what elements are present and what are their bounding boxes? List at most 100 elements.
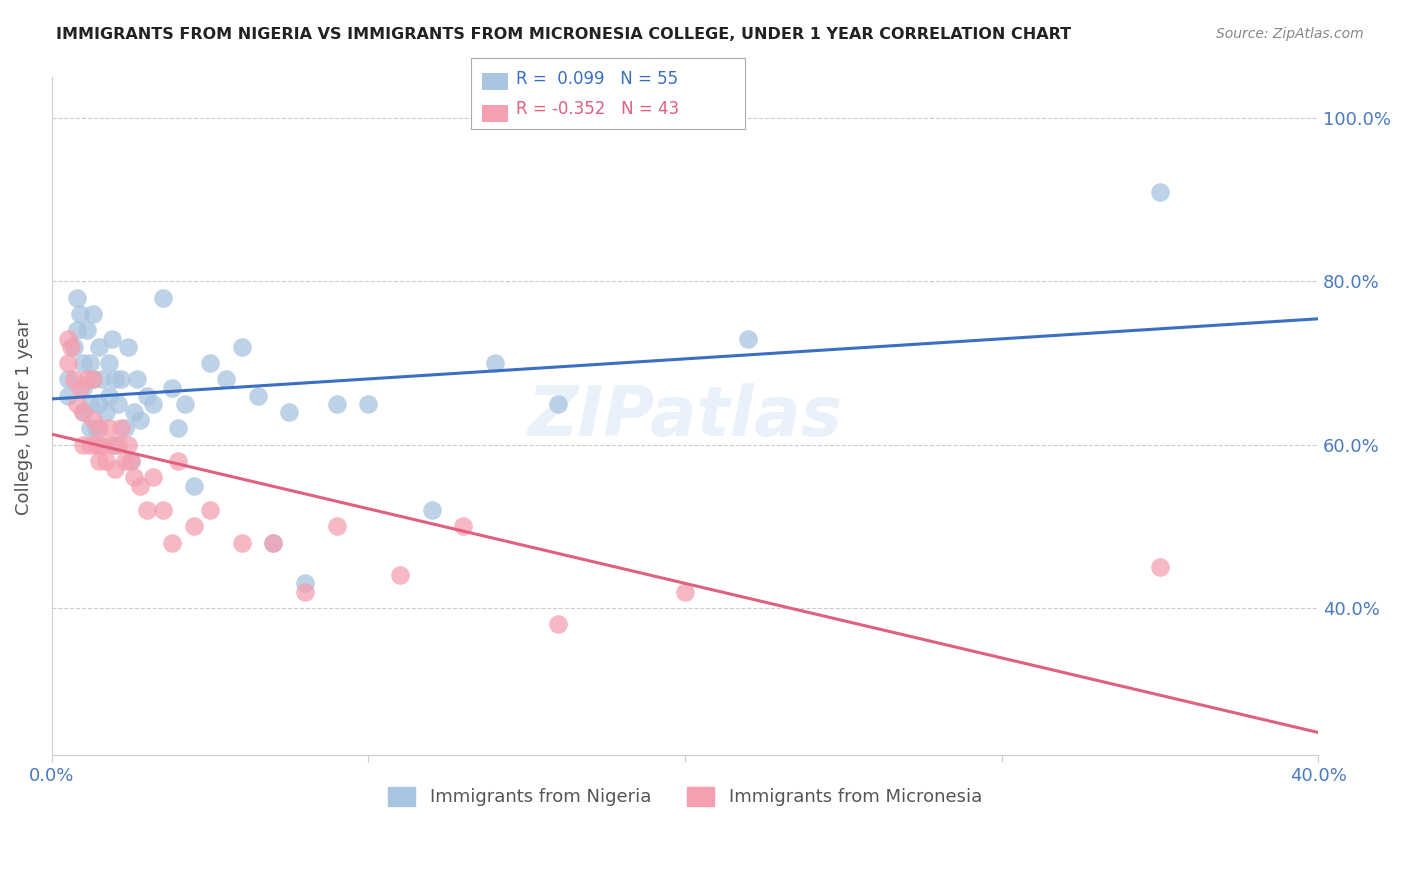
Point (484, 356, 506, 370)
Point (69, 381, 91, 395)
Point (94, 405, 117, 419)
Point (63, 372, 86, 386)
Point (89, 438, 111, 452)
Point (183, 478, 205, 492)
Point (117, 340, 139, 354)
Point (82, 413, 104, 427)
Point (120, 454, 142, 468)
Point (79, 438, 101, 452)
Point (142, 470, 165, 484)
Point (737, 332, 759, 346)
Point (160, 381, 183, 395)
Point (69, 307, 91, 321)
Point (76, 372, 98, 386)
Point (56, 389, 79, 403)
Point (453, 519, 475, 533)
Point (294, 584, 316, 599)
Point (160, 535, 183, 549)
Point (91, 372, 114, 386)
Point (420, 503, 443, 517)
Point (135, 389, 157, 403)
Point (167, 454, 190, 468)
Point (325, 397, 347, 411)
Point (84, 421, 107, 435)
Point (117, 438, 139, 452)
Point (79, 356, 101, 370)
Point (127, 372, 149, 386)
Point (79, 421, 101, 435)
Point (120, 454, 142, 468)
Point (152, 291, 174, 305)
Point (294, 576, 316, 591)
Point (101, 438, 124, 452)
Point (357, 397, 380, 411)
Point (59, 340, 82, 354)
Point (107, 438, 129, 452)
Point (82, 307, 104, 321)
Point (97, 389, 120, 403)
Point (72, 438, 94, 452)
Point (246, 389, 269, 403)
Point (278, 405, 301, 419)
Point (122, 470, 145, 484)
Point (107, 397, 129, 411)
Point (135, 503, 157, 517)
Point (215, 372, 238, 386)
Point (72, 405, 94, 419)
Point (79, 397, 101, 411)
Point (66, 291, 89, 305)
Point (66, 397, 89, 411)
Point (104, 462, 127, 476)
Point (104, 438, 127, 452)
Point (66, 323, 89, 337)
Point (262, 535, 284, 549)
Point (97, 421, 120, 435)
Point (547, 617, 569, 632)
Point (547, 397, 569, 411)
Point (63, 340, 86, 354)
Point (56, 372, 79, 386)
Point (72, 405, 94, 419)
Point (82, 372, 104, 386)
Point (388, 568, 411, 582)
Point (76, 323, 98, 337)
Text: R =  0.099   N = 55: R = 0.099 N = 55 (516, 70, 678, 88)
Point (89, 340, 111, 354)
Point (142, 397, 165, 411)
Point (129, 478, 152, 492)
Point (262, 535, 284, 549)
Point (129, 413, 152, 427)
Point (152, 503, 174, 517)
Point (110, 421, 132, 435)
Point (72, 381, 94, 395)
Point (231, 340, 253, 354)
Point (84, 438, 107, 452)
Point (183, 519, 205, 533)
Point (122, 405, 145, 419)
Text: ZIPatlas: ZIPatlas (527, 383, 842, 450)
Point (1149, 560, 1171, 574)
Point (198, 356, 221, 370)
Point (110, 372, 132, 386)
Point (173, 397, 195, 411)
Point (89, 421, 111, 435)
Point (231, 535, 253, 549)
Point (91, 438, 114, 452)
Point (89, 454, 111, 468)
Point (56, 356, 79, 370)
Point (198, 503, 221, 517)
Y-axis label: College, Under 1 year: College, Under 1 year (15, 318, 32, 515)
Text: R = -0.352   N = 43: R = -0.352 N = 43 (516, 101, 679, 119)
Point (97, 356, 120, 370)
Point (114, 421, 136, 435)
Point (56, 332, 79, 346)
Point (101, 332, 124, 346)
Point (673, 584, 696, 599)
Point (72, 356, 94, 370)
Point (94, 454, 117, 468)
Text: IMMIGRANTS FROM NIGERIA VS IMMIGRANTS FROM MICRONESIA COLLEGE, UNDER 1 YEAR CORR: IMMIGRANTS FROM NIGERIA VS IMMIGRANTS FR… (56, 27, 1071, 42)
Point (1149, 185, 1171, 199)
Text: Source: ZipAtlas.com: Source: ZipAtlas.com (1216, 27, 1364, 41)
Point (89, 397, 111, 411)
Point (325, 519, 347, 533)
